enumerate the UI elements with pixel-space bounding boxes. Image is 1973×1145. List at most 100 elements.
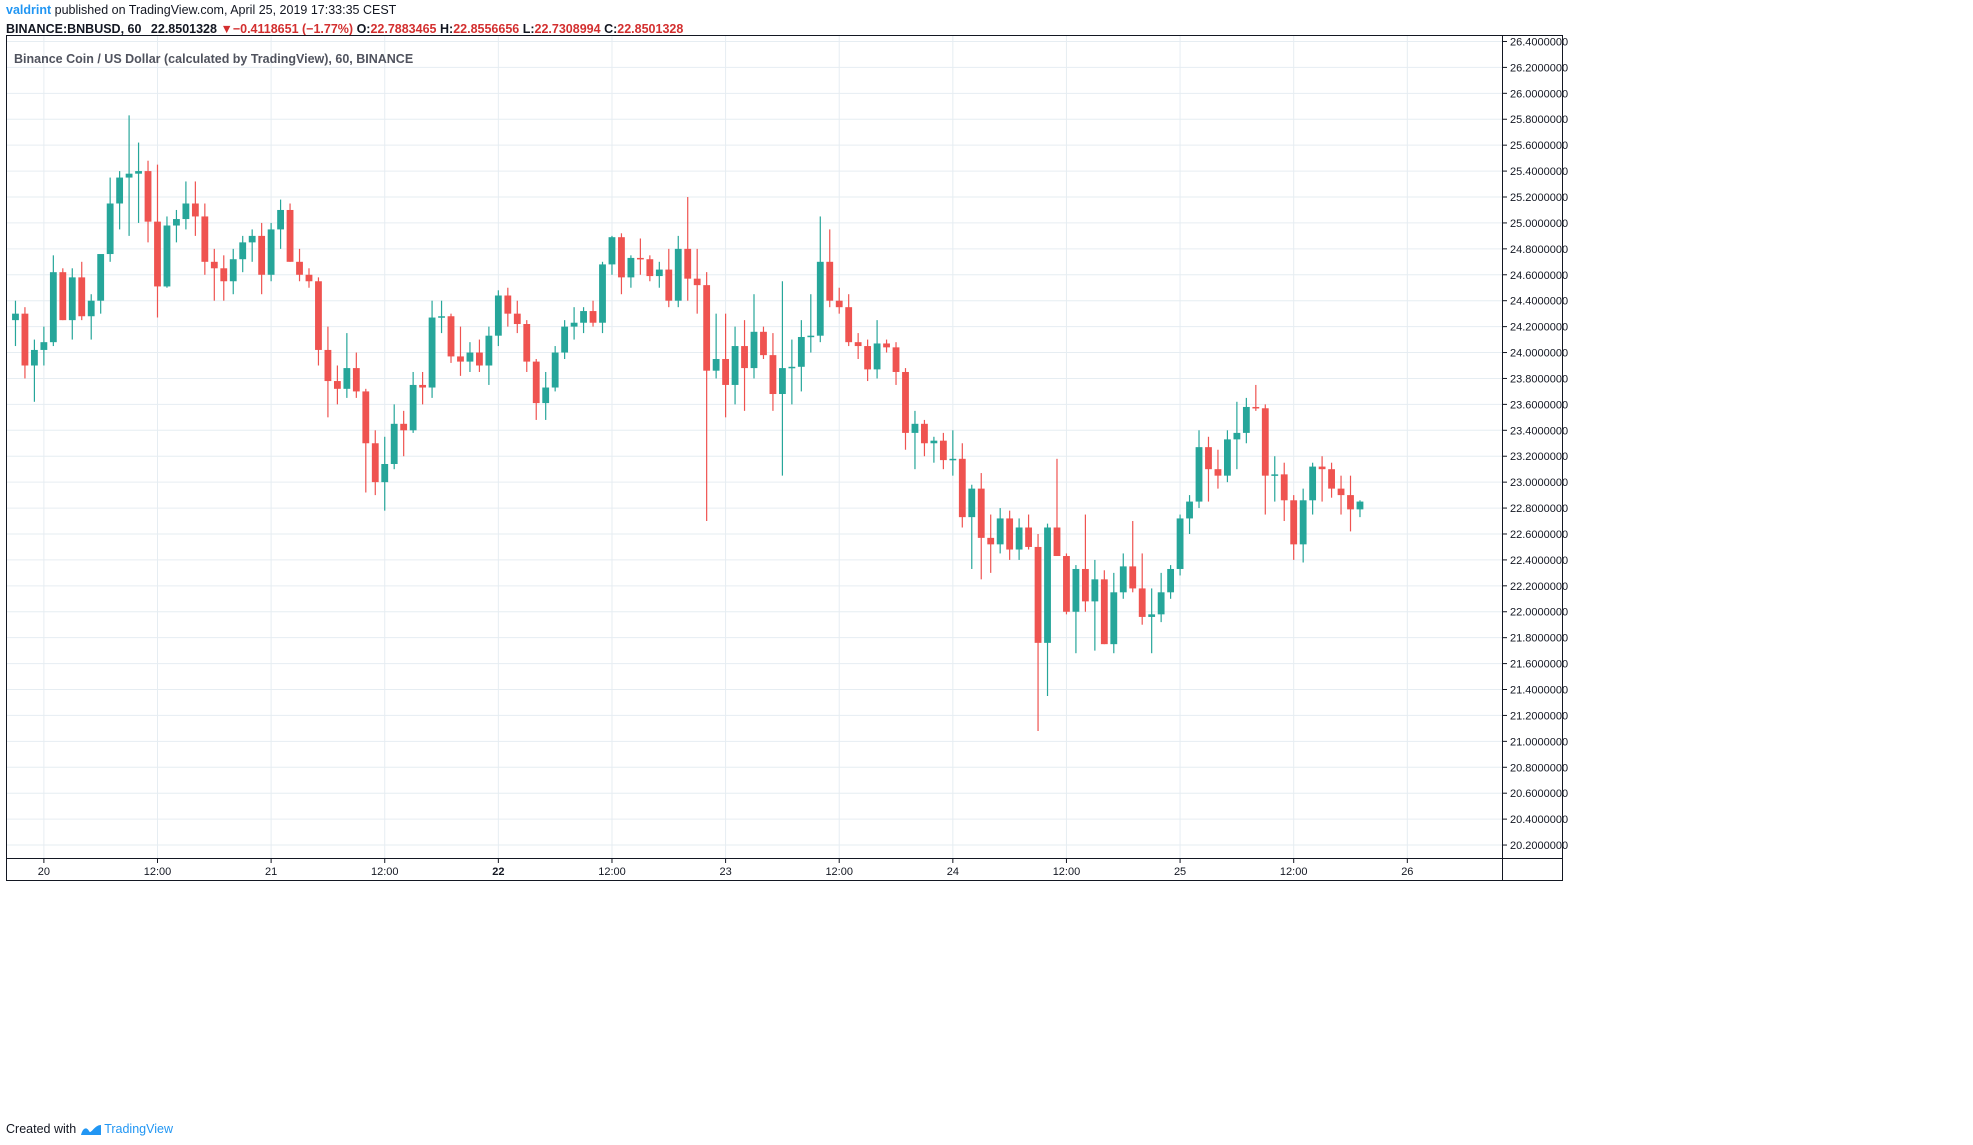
candle-up (1148, 588, 1156, 654)
candle-down (1337, 475, 1345, 515)
candle-down (1347, 475, 1354, 532)
candle-body (352, 368, 360, 392)
candles (12, 115, 1364, 731)
candle-up (1119, 553, 1127, 599)
candle-up (1356, 500, 1364, 518)
candle-up (485, 326, 493, 385)
y-tick-label: 25.4000000 (1510, 166, 1568, 178)
candle-body (599, 264, 606, 323)
open-label: O: (356, 22, 371, 36)
candle-body (428, 317, 436, 388)
candle-body (864, 346, 872, 370)
candle-body (1309, 466, 1317, 501)
candle-down (703, 272, 711, 522)
candle-up (40, 326, 48, 366)
candle-body (968, 488, 976, 518)
candle-down (646, 255, 654, 282)
y-tick-label: 21.8000000 (1510, 633, 1568, 645)
candle-up (674, 235, 682, 308)
y-tick-label: 25.8000000 (1510, 114, 1568, 126)
candle-body (1261, 408, 1269, 476)
y-tick-label: 22.8000000 (1510, 503, 1568, 515)
candle-down (191, 181, 199, 236)
candle-up (97, 254, 105, 314)
candle-body (210, 261, 218, 269)
candle-body (1044, 527, 1051, 643)
candle-body (277, 209, 284, 230)
candle-down (532, 359, 540, 420)
candle-body (1006, 518, 1014, 550)
candle-body (78, 277, 86, 317)
candle-body (513, 313, 521, 325)
candle-body (1119, 566, 1127, 593)
candle-down (362, 388, 370, 493)
candle-up (1233, 401, 1241, 470)
candle-up (1015, 518, 1023, 560)
candle-down (400, 410, 408, 457)
candle-body (1195, 447, 1203, 502)
candle-down (589, 300, 597, 327)
y-tick-label: 21.6000000 (1510, 659, 1568, 671)
candle-body (267, 229, 275, 275)
candle-body (1271, 474, 1279, 476)
candle-up (873, 320, 881, 379)
candle-down (1290, 495, 1298, 560)
candle-body (722, 359, 730, 385)
symbol-label: BINANCE:BNBUSD, 60 (6, 22, 142, 36)
candle-body (173, 219, 180, 226)
candle-body (49, 272, 57, 343)
candle-body (892, 347, 900, 372)
candle-up (580, 307, 587, 334)
y-tick-label: 23.8000000 (1510, 373, 1568, 385)
candle-up (570, 307, 578, 340)
candle-body (87, 300, 95, 317)
candle-body (296, 261, 303, 275)
author-link[interactable]: valdrint (6, 3, 52, 17)
candle-body (712, 359, 720, 371)
candle-body (1299, 500, 1307, 545)
candle-body (854, 342, 862, 347)
candle-down (258, 222, 266, 295)
candle-down (618, 233, 625, 295)
candle-down (352, 352, 360, 398)
x-tick-label: 22 (492, 866, 504, 878)
price-axis[interactable]: 20.2000000 20.4000000 20.6000000 20.8000000… (1502, 36, 1568, 852)
candle-body (750, 331, 758, 369)
candle-up (797, 320, 805, 392)
candle-up (277, 199, 284, 249)
candle-down (665, 248, 673, 308)
candle-body (1290, 500, 1298, 545)
candle-up (49, 255, 57, 347)
y-tick-label: 20.4000000 (1510, 814, 1568, 826)
candle-up (106, 177, 114, 262)
candle-body (921, 423, 928, 444)
open-value: 22.7883465 (370, 22, 437, 36)
tradingview-link[interactable]: TradingView (104, 1122, 173, 1136)
candle-body (1025, 527, 1032, 547)
candle-down (987, 514, 995, 573)
candle-body (144, 171, 152, 222)
candle-up (599, 261, 606, 334)
candle-body (1347, 495, 1354, 510)
candle-body (333, 381, 341, 389)
candle-body (201, 216, 209, 262)
down-arrow-icon: ▼ (220, 22, 233, 36)
candle-down (1214, 449, 1222, 489)
candle-down (315, 277, 322, 366)
candle-down (1261, 404, 1269, 515)
candle-up (816, 216, 824, 343)
candle-body (741, 346, 748, 369)
candle-up (12, 300, 19, 347)
candle-down (1034, 533, 1042, 731)
time-axis[interactable]: 20 12:00 21 12:00 22 12:00 23 12:00 24 12:00 25 12:… (38, 858, 1414, 878)
candle-up (173, 209, 180, 243)
candle-down (835, 287, 843, 314)
candle-down (476, 339, 483, 372)
candle-body (618, 237, 625, 278)
chart-frame (6, 35, 1563, 881)
x-tick-label: 24 (947, 866, 959, 878)
y-tick-label: 23.2000000 (1510, 451, 1568, 463)
candle-up (135, 142, 142, 223)
candle-body (116, 177, 124, 204)
